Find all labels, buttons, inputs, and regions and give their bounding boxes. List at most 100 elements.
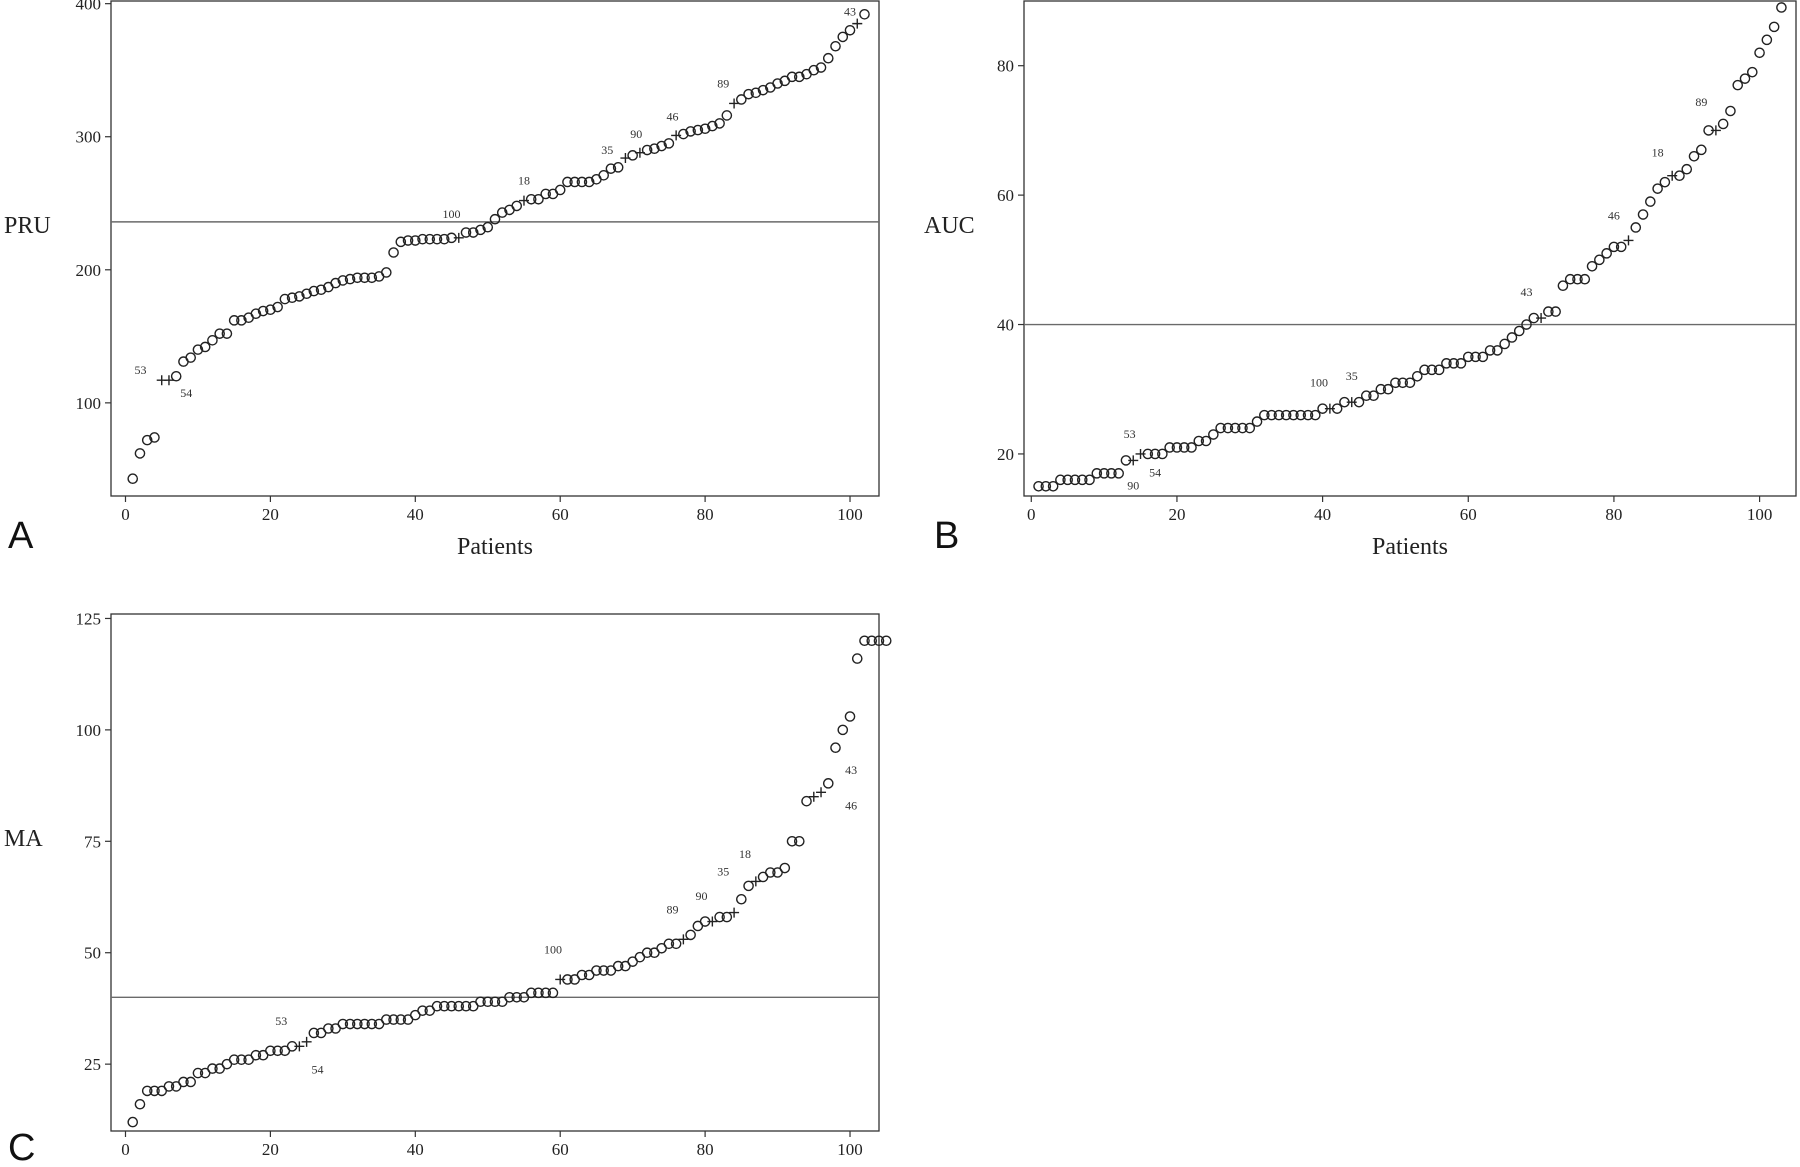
data-point [525,987,537,999]
data-point [656,140,667,152]
data-point [815,62,827,73]
data-point [1033,480,1044,492]
point-annotation: 53 [275,1014,287,1028]
x-tick-label: 0 [121,505,130,524]
data-point-cross [453,232,464,243]
data-point-cross [729,98,740,109]
data-point [576,969,588,981]
data-point [395,236,407,248]
y-tick-label: 100 [76,394,102,413]
data-point [308,285,320,297]
data-point-cross [729,907,740,918]
x-axis-label: Patients [1372,534,1448,560]
point-annotation: 18 [1652,146,1664,160]
data-point [1244,422,1256,434]
data-point [344,273,356,285]
plot-frame [110,0,880,497]
data-point [1164,442,1175,453]
data-point [612,162,624,173]
data-point [1397,377,1409,389]
data-point [859,635,870,647]
data-point [489,996,501,1008]
data-point [1739,73,1751,84]
data-point [228,315,240,326]
data-point [540,987,552,999]
data-point [1747,66,1758,78]
data-point [467,227,479,238]
x-tick-label: 0 [1027,505,1036,524]
data-point [431,233,443,245]
data-point [344,1018,356,1030]
data-point [127,1116,139,1128]
point-annotation: 54 [1149,465,1161,479]
data-point-cross [852,18,863,29]
data-point-cross [750,876,761,887]
data-point [511,200,523,212]
data-point [388,247,399,258]
data-point [1564,273,1576,285]
data-point [1455,358,1467,369]
data-point [598,965,609,976]
data-point [149,432,160,443]
y-tick-label: 300 [76,128,102,147]
point-annotation: 18 [739,847,751,861]
data-point [1732,79,1744,91]
point-annotation: 89 [1695,95,1707,109]
data-point [533,987,544,999]
data-point [736,893,747,905]
data-point [221,328,233,339]
data-point [1375,383,1387,395]
data-point [822,778,834,789]
data-point [1441,358,1452,369]
data-point [1251,416,1263,427]
data-point [1047,480,1059,492]
data-point [1193,435,1205,447]
data-point [178,1076,189,1088]
data-point [1091,468,1103,479]
data-point [649,143,660,155]
data-point [1594,254,1605,266]
data-point [417,1005,428,1016]
data-point [1608,241,1620,253]
data-point [1462,351,1474,363]
point-annotation: 54 [180,386,192,400]
data-point [1215,422,1226,434]
data-point [641,144,653,156]
data-point [170,370,182,382]
data-point [214,328,225,339]
data-point [185,1076,196,1088]
y-tick-label: 100 [76,721,102,740]
data-point [1062,474,1073,486]
point-annotation: 18 [518,174,530,188]
data-point [489,213,501,225]
data-point [1361,390,1372,402]
data-point [786,71,798,83]
data-point [475,224,486,236]
data-point [714,118,725,129]
data-point [1142,448,1154,460]
data-point [1499,338,1510,350]
data-point [1426,364,1438,376]
data-point [250,308,262,320]
x-tick-label: 20 [1168,505,1185,524]
data-point [873,635,885,647]
point-annotation: 100 [443,207,461,221]
plot-frame [110,613,880,1132]
data-point [1382,383,1394,395]
point-annotation: 46 [667,110,679,124]
data-point [1586,260,1598,272]
data-point [1273,409,1285,421]
data-point [410,235,421,246]
data-point [1652,183,1663,194]
y-tick-label: 20 [997,445,1014,464]
data-point [1761,34,1773,46]
data-point [1419,364,1430,376]
data-point [286,292,298,304]
data-point [141,434,153,446]
data-point [1186,442,1197,453]
data-point [1477,351,1489,363]
data-point [525,193,537,205]
data-point [330,277,341,289]
data-point [431,1000,443,1012]
